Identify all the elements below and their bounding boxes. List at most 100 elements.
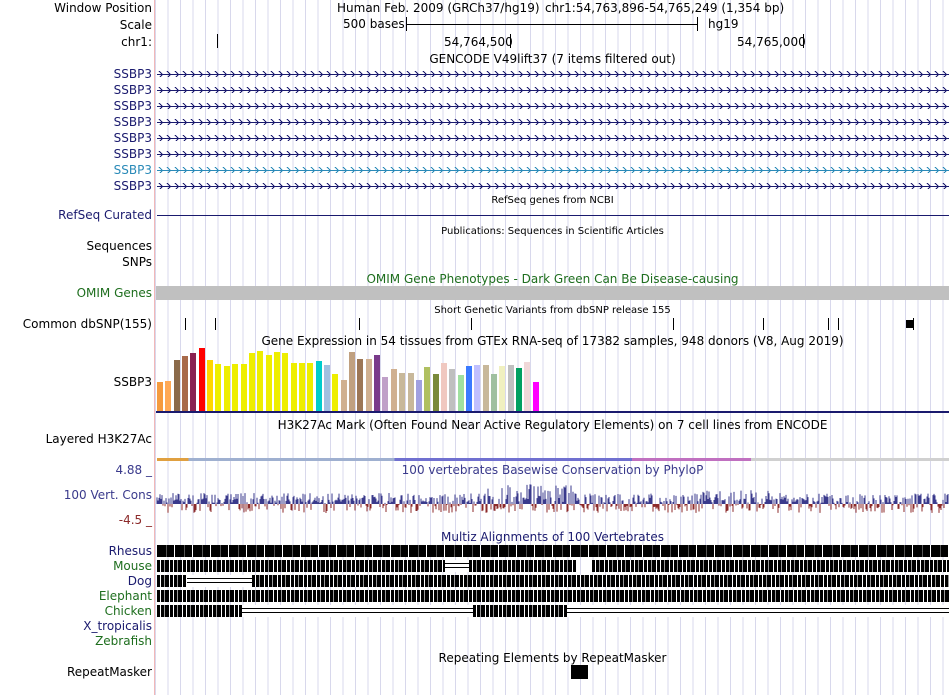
gtex-tissue-bar[interactable] xyxy=(315,361,322,411)
dbsnp-variant[interactable] xyxy=(913,318,914,330)
multiz-alignment-block[interactable] xyxy=(577,560,592,572)
gtex-tissue-bar[interactable] xyxy=(298,363,305,411)
multiz-species-label[interactable]: Dog xyxy=(127,574,152,588)
multiz-alignment-block[interactable] xyxy=(242,605,473,617)
gencode-transcript[interactable] xyxy=(157,119,949,125)
gtex-tissue-bar[interactable] xyxy=(374,355,381,411)
gencode-transcript[interactable] xyxy=(157,71,949,77)
multiz-species-label[interactable]: Zebrafish xyxy=(95,634,152,648)
gtex-tissue-bar[interactable] xyxy=(290,363,297,411)
gencode-item-label[interactable]: SSBP3 xyxy=(113,99,152,113)
gtex-tissue-bar[interactable] xyxy=(491,374,497,411)
gtex-tissue-bar[interactable] xyxy=(223,366,230,411)
gtex-tissue-bar[interactable] xyxy=(265,355,272,411)
gencode-item-label[interactable]: SSBP3 xyxy=(113,83,152,97)
h3k27ac-label[interactable]: Layered H3K27Ac xyxy=(45,432,152,446)
multiz-alignment-block[interactable] xyxy=(445,560,469,572)
repeat-element[interactable] xyxy=(571,665,588,679)
gtex-tissue-bar[interactable] xyxy=(307,363,314,411)
dbsnp-variant[interactable] xyxy=(359,318,360,330)
multiz-species-label[interactable]: X_tropicalis xyxy=(83,619,152,633)
gtex-tissue-bar[interactable] xyxy=(215,364,222,411)
repeatmasker-label[interactable]: RepeatMasker xyxy=(66,665,152,679)
multiz-alignment-block[interactable] xyxy=(567,605,949,617)
h3k27ac-signal[interactable] xyxy=(157,458,949,461)
gencode-transcript[interactable] xyxy=(157,167,949,173)
multiz-alignment-block[interactable] xyxy=(252,575,949,587)
gtex-tissue-bar[interactable] xyxy=(240,364,247,411)
gtex-tissue-bar[interactable] xyxy=(415,380,422,411)
gencode-item-label[interactable]: SSBP3 xyxy=(113,179,152,193)
gtex-tissue-bar[interactable] xyxy=(440,363,447,411)
gtex-tissue-bar[interactable] xyxy=(365,359,372,411)
gtex-tissue-bar[interactable] xyxy=(340,380,347,411)
multiz-species-label[interactable]: Elephant xyxy=(98,589,152,603)
gencode-transcript[interactable] xyxy=(157,87,949,93)
gencode-transcript[interactable] xyxy=(157,151,949,157)
gtex-tissue-bar[interactable] xyxy=(332,374,339,411)
gtex-tissue-bar[interactable] xyxy=(324,365,330,411)
gtex-tissue-bar[interactable] xyxy=(257,351,264,411)
phylop-signal[interactable] xyxy=(155,478,950,528)
phylop-label[interactable]: 100 Vert. Cons xyxy=(63,488,152,502)
gtex-tissue-bar[interactable] xyxy=(157,382,163,411)
gtex-tissue-bar[interactable] xyxy=(390,369,397,411)
gtex-tissue-bar[interactable] xyxy=(282,353,289,411)
dbsnp-variant[interactable] xyxy=(471,318,472,330)
gencode-transcript[interactable] xyxy=(157,183,949,189)
dbsnp-variant[interactable] xyxy=(673,318,674,330)
dbsnp-variant[interactable] xyxy=(185,318,186,330)
gtex-tissue-bar[interactable] xyxy=(349,352,356,411)
gtex-tissue-bar[interactable] xyxy=(198,348,205,411)
gtex-tissue-bar[interactable] xyxy=(532,382,539,411)
gtex-tissue-bar[interactable] xyxy=(182,356,189,411)
multiz-alignment-block[interactable] xyxy=(157,590,949,602)
gtex-tissue-bar[interactable] xyxy=(516,368,523,411)
gencode-transcript[interactable] xyxy=(157,103,949,109)
gtex-tissue-bar[interactable] xyxy=(399,373,406,411)
refseq-gene[interactable] xyxy=(157,215,949,216)
gtex-tissue-bar[interactable] xyxy=(424,367,431,411)
multiz-alignment-block[interactable] xyxy=(157,560,445,572)
dbsnp-label[interactable]: Common dbSNP(155) xyxy=(22,317,152,331)
gencode-transcript[interactable] xyxy=(157,135,949,141)
gtex-tissue-bar[interactable] xyxy=(449,369,456,411)
multiz-alignment-block[interactable] xyxy=(157,605,242,617)
gencode-item-label[interactable]: SSBP3 xyxy=(113,163,152,177)
multiz-alignment-block[interactable] xyxy=(187,575,252,587)
gtex-tissue-bar[interactable] xyxy=(173,360,180,411)
gtex-tissue-bar[interactable] xyxy=(482,365,489,411)
gtex-tissue-bar[interactable] xyxy=(207,360,214,411)
gtex-tissue-bar[interactable] xyxy=(190,353,197,411)
gtex-tissue-bar[interactable] xyxy=(474,365,481,411)
omim-feature[interactable] xyxy=(156,286,949,300)
refseq-label[interactable]: RefSeq Curated xyxy=(58,208,152,222)
multiz-alignment-block[interactable] xyxy=(157,575,187,587)
snps-label[interactable]: SNPs xyxy=(122,255,152,269)
dbsnp-variant[interactable] xyxy=(838,318,839,330)
multiz-species-label[interactable]: Rhesus xyxy=(108,544,152,558)
gencode-item-label[interactable]: SSBP3 xyxy=(113,115,152,129)
omim-label[interactable]: OMIM Genes xyxy=(76,286,152,300)
publications-label[interactable]: Sequences xyxy=(86,239,152,253)
gtex-tissue-bar[interactable] xyxy=(165,381,172,411)
gtex-tissue-bar[interactable] xyxy=(273,352,280,411)
gtex-label[interactable]: SSBP3 xyxy=(113,375,152,389)
multiz-alignment-block[interactable] xyxy=(157,545,949,557)
gtex-tissue-bar[interactable] xyxy=(432,374,439,411)
dbsnp-variant[interactable] xyxy=(906,320,913,328)
gtex-tissue-bar[interactable] xyxy=(507,365,514,411)
dbsnp-variant[interactable] xyxy=(215,318,216,330)
gtex-tissue-bar[interactable] xyxy=(407,373,414,411)
dbsnp-variant[interactable] xyxy=(763,318,764,330)
multiz-alignment-block[interactable] xyxy=(473,605,567,617)
gtex-tissue-bar[interactable] xyxy=(357,359,364,411)
multiz-species-label[interactable]: Mouse xyxy=(113,559,152,573)
gtex-tissue-bar[interactable] xyxy=(382,377,389,411)
gencode-item-label[interactable]: SSBP3 xyxy=(113,67,152,81)
gtex-tissue-bar[interactable] xyxy=(232,364,239,411)
dbsnp-variant[interactable] xyxy=(828,318,829,330)
gtex-tissue-bar[interactable] xyxy=(457,375,464,411)
gtex-tissue-bar[interactable] xyxy=(465,366,472,411)
